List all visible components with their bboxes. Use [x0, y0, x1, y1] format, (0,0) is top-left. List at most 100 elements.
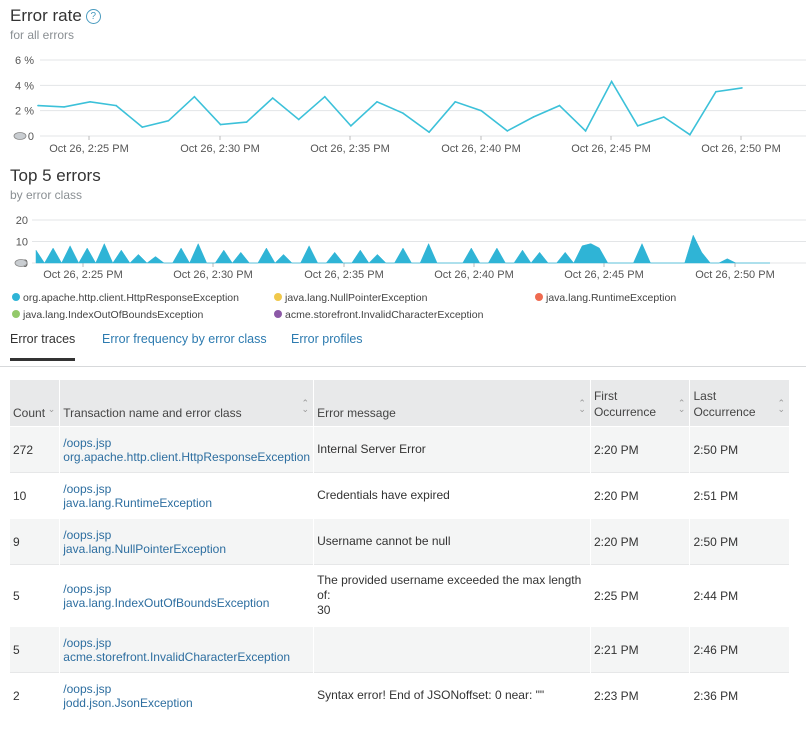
cell-transaction[interactable]: /oops.jsp acme.storefront.InvalidCharacte… — [59, 626, 315, 673]
data-point — [141, 126, 144, 128]
data-point — [324, 95, 326, 98]
data-point — [245, 121, 248, 123]
data-point — [636, 125, 639, 127]
error-class-link[interactable]: java.lang.NullPointerException — [63, 541, 227, 556]
cell-last-occurrence: 2:50 PM — [689, 518, 790, 565]
x-tick-label: Oct 26, 2:50 PM — [701, 143, 780, 155]
tab-error-frequency[interactable]: Error frequency by error class — [102, 332, 267, 346]
table-row[interactable]: 10 /oops.jsp java.lang.RuntimeException C… — [10, 472, 790, 519]
error-rate-grid — [40, 59, 806, 137]
table-row[interactable]: 9 /oops.jsp java.lang.NullPointerExceptio… — [10, 518, 790, 565]
x-tick-label: Oct 26, 2:40 PM — [434, 269, 513, 281]
error-rate-y-axis: 6 % 4 % 2 % 0 — [13, 55, 34, 143]
x-tick-label: Oct 26, 2:35 PM — [304, 269, 383, 281]
transaction-link[interactable]: /oops.jsp — [63, 581, 112, 596]
cell-transaction[interactable]: /oops.jsp jodd.json.JsonException — [59, 672, 315, 719]
x-tick-label: Oct 26, 2:30 PM — [173, 269, 252, 281]
transaction-link[interactable]: /oops.jsp — [63, 635, 112, 650]
x-tick-label: Oct 26, 2:50 PM — [695, 269, 774, 281]
series-area-http-response-exception — [35, 234, 770, 264]
legend-item-runtime-exception[interactable]: java.lang.RuntimeException — [535, 292, 676, 304]
legend-item-index-out-of-bounds-exception[interactable]: java.lang.IndexOutOfBoundsException — [12, 309, 203, 321]
y-tick-label: 2 % — [15, 106, 34, 118]
cell-last-occurrence: 2:36 PM — [689, 672, 790, 719]
cell-first-occurrence: 2:20 PM — [590, 426, 691, 473]
legend-dot-icon — [274, 293, 282, 301]
y-tick-label: 10 — [16, 237, 28, 249]
data-point — [480, 109, 483, 112]
error-class-link[interactable]: acme.storefront.InvalidCharacterExceptio… — [63, 649, 291, 664]
table-row[interactable]: 2 /oops.jsp jodd.json.JsonException Synta… — [10, 672, 790, 719]
legend-dot-icon — [274, 310, 282, 318]
x-tick-label: Oct 26, 2:35 PM — [310, 143, 389, 155]
data-point — [402, 112, 404, 114]
cell-message: Username cannot be null — [313, 518, 591, 565]
legend-label: org.apache.http.client.HttpResponseExcep… — [23, 292, 239, 304]
data-point — [454, 101, 456, 103]
cell-first-occurrence: 2:20 PM — [590, 518, 691, 565]
column-header-first-occurrence[interactable]: First Occurrence ⌃ ⌄ — [590, 380, 691, 427]
error-rate-title: Error rate? — [10, 6, 101, 26]
table-row[interactable]: 5 /oops.jsp acme.storefront.InvalidCharac… — [10, 626, 790, 673]
data-point — [715, 90, 717, 93]
column-header-count[interactable]: Count ⌄ — [10, 380, 61, 427]
data-point — [115, 104, 118, 107]
column-header-label: First Occurrence — [593, 389, 656, 419]
cell-transaction[interactable]: /oops.jsp java.lang.NullPointerException — [59, 518, 315, 565]
cell-last-occurrence: 2:46 PM — [689, 626, 790, 673]
legend-dot-icon — [12, 293, 20, 301]
legend-item-null-pointer-exception[interactable]: java.lang.NullPointerException — [274, 292, 427, 304]
axis-origin-handle-icon[interactable] — [14, 259, 28, 267]
cell-count: 2 — [10, 672, 61, 719]
data-point — [428, 131, 430, 133]
table-row[interactable]: 5 /oops.jsp java.lang.IndexOutOfBoundsExc… — [10, 564, 790, 627]
data-point — [558, 104, 561, 107]
error-rate-x-axis: Oct 26, 2:25 PM Oct 26, 2:30 PM Oct 26, 2:… — [49, 136, 781, 155]
top-errors-subtitle: by error class — [10, 188, 83, 202]
data-point — [37, 104, 39, 107]
x-tick-label: Oct 26, 2:25 PM — [49, 143, 128, 155]
transaction-link[interactable]: /oops.jsp — [63, 435, 112, 450]
x-tick-label: Oct 26, 2:25 PM — [43, 269, 122, 281]
error-class-link[interactable]: org.apache.http.client.HttpResponseExcep… — [63, 449, 311, 464]
tab-error-traces[interactable]: Error traces — [10, 332, 76, 361]
data-point — [376, 101, 378, 103]
error-class-link[interactable]: java.lang.IndexOutOfBoundsException — [63, 595, 270, 610]
error-rate-subtitle: for all errors — [10, 28, 75, 42]
error-rate-chart: 6 % 4 % 2 % 0 Oct 26, 2:25 PM Oct 26, 2:30 P… — [13, 55, 806, 155]
legend-item-http-response-exception[interactable]: org.apache.http.client.HttpResponseExcep… — [12, 292, 239, 304]
data-point — [167, 120, 170, 122]
error-rate-series-line — [37, 79, 743, 136]
transaction-link[interactable]: /oops.jsp — [63, 481, 112, 496]
axis-origin-handle-icon[interactable] — [13, 132, 27, 140]
sort-icon: ⌃ ⌄ — [301, 398, 310, 414]
column-header-last-occurrence[interactable]: Last Occurrence ⌃ ⌄ — [689, 380, 790, 427]
transaction-link[interactable]: /oops.jsp — [63, 527, 112, 542]
cell-transaction[interactable]: /oops.jsp org.apache.http.client.HttpResp… — [59, 426, 315, 473]
error-class-link[interactable]: java.lang.RuntimeException — [63, 495, 213, 510]
top-errors-x-axis: Oct 26, 2:25 PM Oct 26, 2:30 PM Oct 26, 2:… — [43, 263, 775, 281]
legend-item-invalid-character-exception[interactable]: acme.storefront.InvalidCharacterExceptio… — [274, 309, 483, 321]
data-point — [63, 106, 65, 108]
top-errors-areas — [35, 234, 770, 264]
error-class-link[interactable]: jodd.json.JsonException — [63, 695, 193, 710]
column-header-transaction[interactable]: Transaction name and error class ⌃ ⌄ — [59, 380, 315, 427]
y-tick-label: 0 — [28, 131, 34, 143]
help-icon[interactable]: ? — [85, 9, 101, 24]
cell-first-occurrence: 2:25 PM — [590, 564, 691, 627]
data-point — [350, 125, 352, 127]
cell-transaction[interactable]: /oops.jsp java.lang.IndexOutOfBoundsExcep… — [59, 564, 315, 627]
y-tick-label: 4 % — [15, 80, 34, 92]
data-point — [89, 101, 91, 103]
column-header-message[interactable]: Error message ⌃ ⌄ — [313, 380, 591, 427]
cell-last-occurrence: 2:51 PM — [689, 472, 790, 519]
tab-error-profiles[interactable]: Error profiles — [291, 332, 363, 346]
cell-transaction[interactable]: /oops.jsp java.lang.RuntimeException — [59, 472, 315, 519]
transaction-link[interactable]: /oops.jsp — [63, 681, 112, 696]
error-rate-title-text: Error rate — [10, 6, 82, 25]
legend-label: java.lang.NullPointerException — [285, 292, 428, 304]
table-row[interactable]: 272 /oops.jsp org.apache.http.client.Http… — [10, 426, 790, 473]
data-point — [741, 87, 743, 89]
sort-icon: ⌃ ⌄ — [777, 398, 785, 414]
